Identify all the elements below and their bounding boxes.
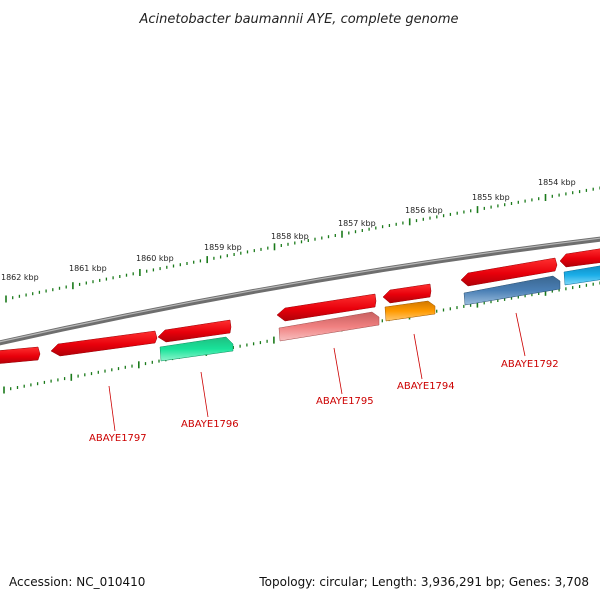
gene-feature-abaye1792[interactable] bbox=[463, 275, 561, 306]
tick-label: 1855 kbp bbox=[472, 193, 510, 202]
leader-line bbox=[108, 385, 116, 432]
gene-label-abaye1797[interactable]: ABAYE1797 bbox=[89, 433, 147, 444]
leader-line bbox=[200, 371, 209, 418]
gene-label-abaye1792[interactable]: ABAYE1792 bbox=[501, 359, 559, 370]
gene-feature[interactable] bbox=[382, 283, 432, 304]
tick-label: 1861 kbp bbox=[69, 264, 107, 273]
gene-feature[interactable] bbox=[559, 248, 600, 268]
gene-labels: ABAYE1797 ABAYE1796 ABAYE1795 ABAYE1794 … bbox=[89, 359, 559, 444]
gene-feature[interactable] bbox=[0, 346, 41, 364]
inner-features bbox=[159, 265, 600, 362]
leader-line bbox=[333, 347, 343, 395]
tick-label: 1859 kbp bbox=[204, 243, 242, 252]
map-title: Acinetobacter baumannii AYE, complete ge… bbox=[138, 12, 458, 27]
outer-features bbox=[0, 248, 600, 364]
outer-tick-track bbox=[5, 186, 600, 303]
genome-backbone bbox=[0, 236, 600, 346]
genome-summary-text: Topology: circular; Length: 3,936,291 bp… bbox=[258, 575, 589, 589]
gene-feature[interactable] bbox=[157, 319, 232, 343]
gene-feature[interactable] bbox=[460, 257, 558, 287]
genome-backbone-highlight bbox=[0, 237, 600, 343]
gene-feature[interactable] bbox=[50, 330, 158, 357]
leader-line bbox=[413, 333, 423, 380]
gene-label-abaye1795[interactable]: ABAYE1795 bbox=[316, 396, 374, 407]
gene-feature[interactable] bbox=[276, 293, 377, 322]
tick-label: 1858 kbp bbox=[271, 232, 309, 241]
gene-label-abaye1796[interactable]: ABAYE1796 bbox=[181, 419, 239, 430]
accession-text: Accession: NC_010410 bbox=[9, 575, 145, 589]
tick-label: 1860 kbp bbox=[136, 254, 174, 263]
leader-line bbox=[515, 312, 526, 357]
gene-feature-abaye1794[interactable] bbox=[384, 300, 436, 322]
tick-label: 1862 kbp bbox=[1, 273, 39, 282]
tick-label: 1854 kbp bbox=[538, 178, 576, 187]
gene-feature[interactable] bbox=[563, 265, 600, 286]
gene-feature-abaye1795[interactable] bbox=[278, 311, 380, 342]
label-leaders bbox=[108, 312, 526, 432]
tick-label: 1856 kbp bbox=[405, 206, 443, 215]
tick-label: 1857 kbp bbox=[338, 219, 376, 228]
gene-label-abaye1794[interactable]: ABAYE1794 bbox=[397, 381, 455, 392]
gene-feature-abaye1796[interactable] bbox=[159, 336, 234, 362]
